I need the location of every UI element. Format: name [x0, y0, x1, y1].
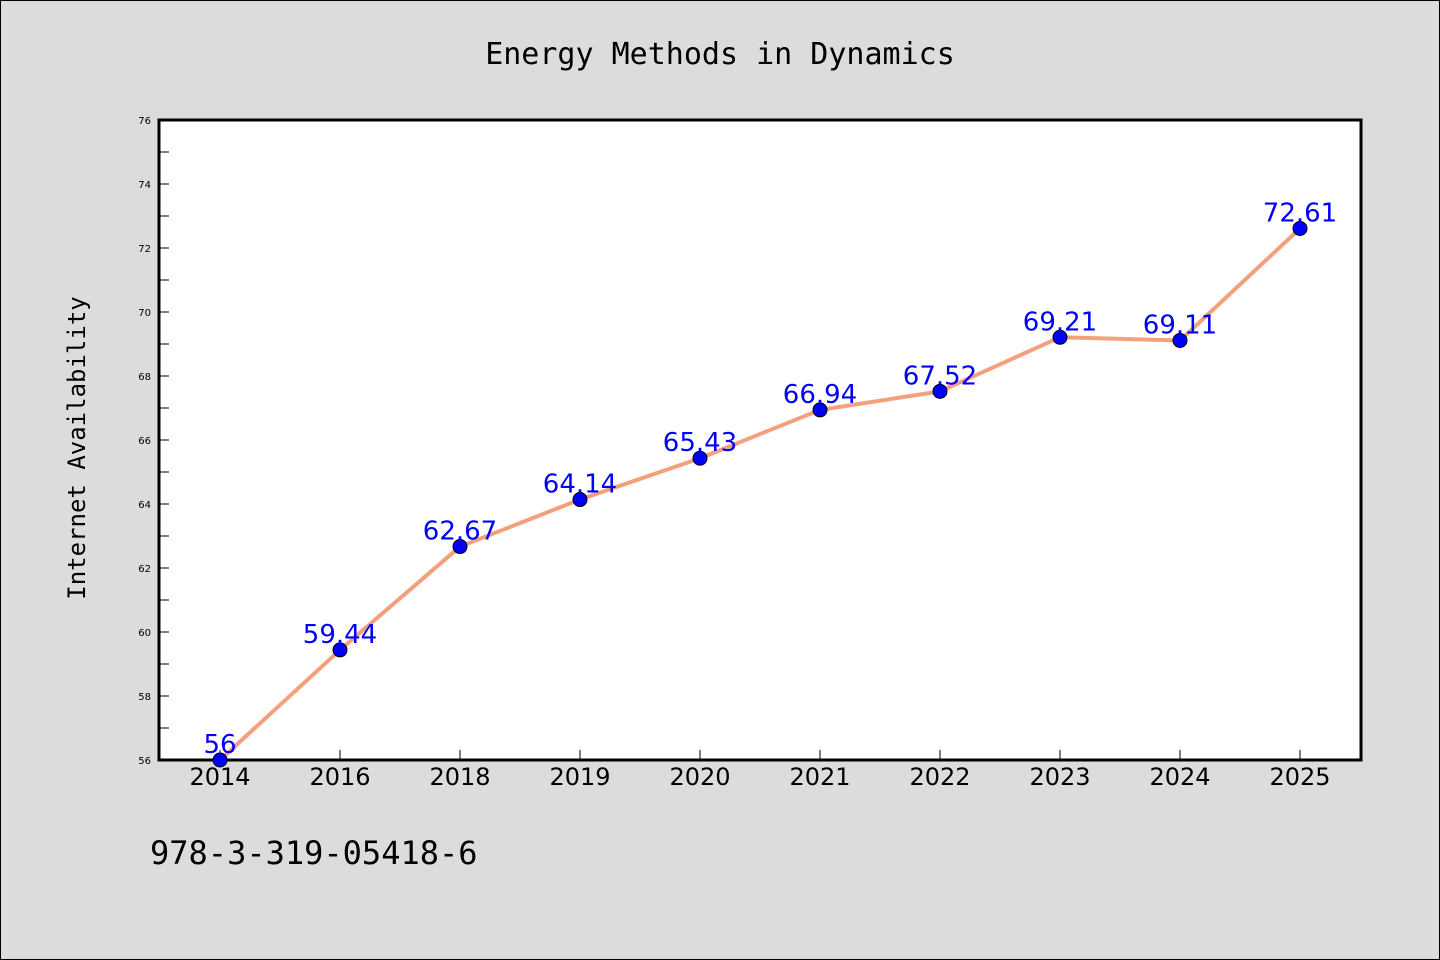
data-point: [452, 539, 468, 555]
series-markers: [212, 220, 1308, 768]
data-label: 56: [203, 730, 236, 760]
y-tick-label: 72: [138, 244, 151, 255]
y-tick-label: 76: [138, 116, 151, 127]
y-axis-label: Internet Availability: [63, 296, 91, 599]
x-tick-label: 2022: [909, 763, 970, 791]
data-label: 72.61: [1263, 198, 1337, 228]
x-tick-label: 2024: [1149, 763, 1210, 791]
y-tick-label: 56: [138, 756, 151, 767]
series-line: [218, 226, 1302, 762]
y-tick-label: 74: [138, 180, 151, 191]
data-point: [1052, 329, 1068, 345]
data-point: [812, 402, 828, 418]
data-point: [692, 450, 708, 466]
data-label: 67.52: [903, 361, 977, 391]
y-tick-label: 68: [138, 372, 151, 383]
x-tick-label: 2020: [669, 763, 730, 791]
data-point: [572, 492, 588, 508]
plot-area: [157, 118, 1363, 762]
y-tick-label: 62: [138, 564, 151, 575]
y-axis: 56 58 60 62 64 66 68 70 72 74 76: [138, 116, 169, 767]
data-label: 64.14: [543, 470, 617, 500]
data-point: [332, 642, 348, 658]
data-label: 62.67: [423, 517, 497, 547]
x-tick-label: 2023: [1029, 763, 1090, 791]
x-tick-label: 2018: [429, 763, 490, 791]
x-axis: 2014 2016 2018 2019 2020 2021 2022 2023 2024 2025: [189, 750, 1331, 791]
data-labels: 56 59.44 62.67 64.14 65.43 66.94 67.52 69.21 69.…: [203, 198, 1337, 760]
chart-title: Energy Methods in Dynamics: [485, 37, 955, 72]
y-tick-label: 70: [138, 308, 151, 319]
data-label: 59.44: [303, 620, 377, 650]
x-tick-label: 2019: [549, 763, 610, 791]
data-label: 69.21: [1023, 307, 1097, 337]
data-label: 65.43: [663, 428, 737, 458]
x-tick-label: 2021: [789, 763, 850, 791]
y-tick-label: 66: [138, 436, 151, 447]
series-line-group: [218, 226, 1302, 762]
x-tick-label: 2014: [189, 763, 250, 791]
y-tick-label: 60: [138, 628, 151, 639]
data-point: [932, 383, 948, 399]
data-point: [1172, 332, 1188, 348]
x-tick-label: 2025: [1269, 763, 1330, 791]
y-tick-label: 64: [138, 500, 151, 511]
y-tick-label: 58: [138, 692, 151, 703]
x-tick-label: 2016: [309, 763, 370, 791]
data-label: 69.11: [1143, 310, 1217, 340]
data-label: 66.94: [783, 380, 857, 410]
footer-isbn: 978-3-319-05418-6: [150, 834, 478, 872]
data-point: [212, 752, 228, 768]
data-point: [1292, 220, 1308, 236]
